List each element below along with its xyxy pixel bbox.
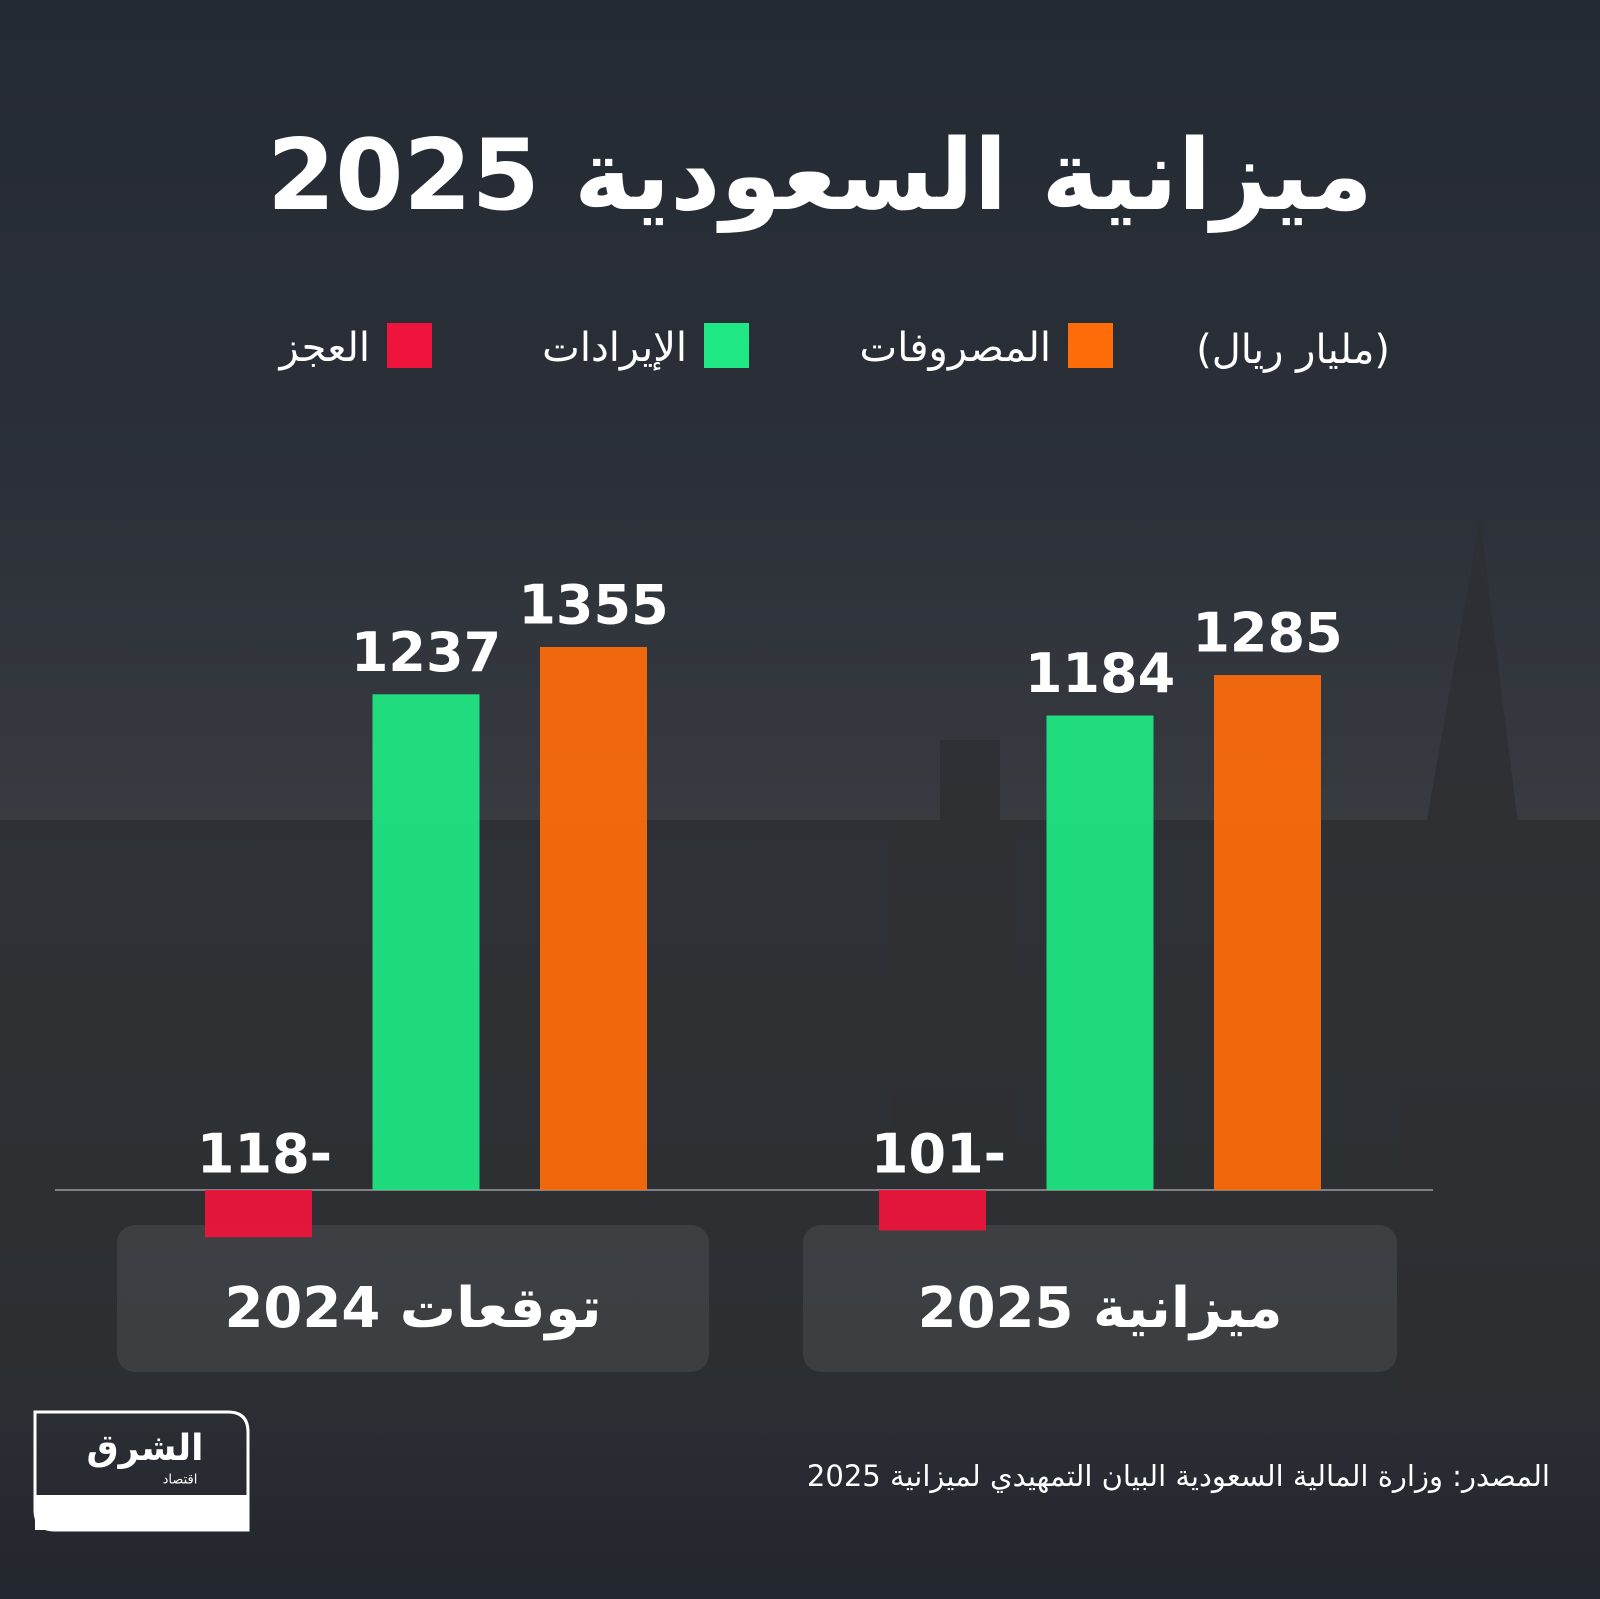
bar <box>1046 715 1154 1190</box>
group-box <box>803 1225 1397 1372</box>
unit-label: (مليار ريال) <box>1196 327 1390 373</box>
bar <box>372 694 480 1190</box>
category-label: توقعات 2024 <box>224 1276 601 1341</box>
legend-swatch <box>387 323 432 368</box>
logo: الشرق اقتصاد مع Bloomberg <box>33 1410 250 1532</box>
source: المصدر: وزارة المالية السعودية البيان ال… <box>807 1459 1550 1493</box>
group-box <box>117 1225 709 1372</box>
value-label: 1184 <box>1025 642 1175 705</box>
legend-label: الإيرادات <box>542 325 687 371</box>
bar <box>540 647 647 1190</box>
value-label: 101- <box>871 1123 1006 1186</box>
chart-title: ميزانية السعودية 2025 <box>267 119 1373 233</box>
legend-label: المصروفات <box>860 325 1051 371</box>
logo-with: مع <box>195 1497 206 1508</box>
logo-sub: اقتصاد <box>163 1473 198 1488</box>
legend-swatch <box>704 323 749 368</box>
logo-name: الشرق <box>86 1428 203 1469</box>
legend-label: العجز <box>278 325 371 371</box>
legend-swatch <box>1068 323 1113 368</box>
logo-band <box>35 1495 248 1530</box>
value-label: 1237 <box>351 621 501 684</box>
bar <box>205 1190 312 1238</box>
logo-partner: Bloomberg <box>75 1504 210 1529</box>
bar <box>879 1190 986 1231</box>
value-label: 1285 <box>1192 602 1342 665</box>
skyline <box>0 520 1600 1420</box>
value-label: 1355 <box>518 574 668 637</box>
bar <box>1214 675 1321 1190</box>
value-label: 118- <box>197 1123 332 1186</box>
category-label: ميزانية 2025 <box>918 1276 1283 1341</box>
